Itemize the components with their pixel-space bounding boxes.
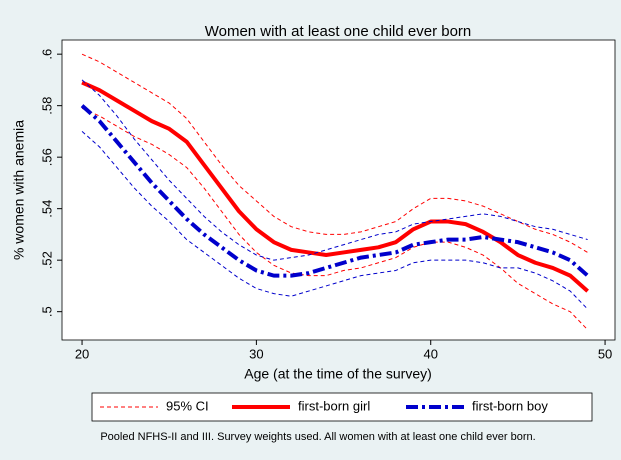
plot-area bbox=[61, 39, 616, 341]
legend-label: first-born boy bbox=[472, 398, 548, 413]
line-series bbox=[81, 80, 589, 293]
line-series bbox=[80, 104, 589, 278]
y-tick-label: .58 bbox=[39, 97, 54, 115]
legend-label: first-born girl bbox=[298, 398, 370, 413]
x-tick-label: 20 bbox=[75, 346, 89, 361]
chart-title: Women with at least one child ever born bbox=[205, 23, 472, 40]
y-tick-label: .6 bbox=[39, 49, 54, 60]
line-series bbox=[81, 79, 588, 261]
y-tick-label: .5 bbox=[39, 306, 54, 317]
x-tick-label: 30 bbox=[249, 346, 263, 361]
legend-label: 95% CI bbox=[166, 398, 209, 413]
y-tick-label: .54 bbox=[39, 200, 54, 218]
x-tick-label: 40 bbox=[423, 346, 437, 361]
legend-box bbox=[91, 392, 593, 422]
x-axis-title: Age (at the time of the survey) bbox=[244, 366, 432, 382]
y-axis-title: % women with anemia bbox=[11, 120, 27, 260]
x-tick-label: 50 bbox=[598, 346, 612, 361]
line-series bbox=[81, 131, 588, 310]
y-tick-label: .56 bbox=[39, 148, 54, 166]
line-series bbox=[81, 53, 588, 253]
line-series bbox=[81, 107, 588, 331]
note: Pooled NFHS-II and III. Survey weights u… bbox=[100, 431, 535, 443]
y-tick-label: .52 bbox=[39, 251, 54, 269]
